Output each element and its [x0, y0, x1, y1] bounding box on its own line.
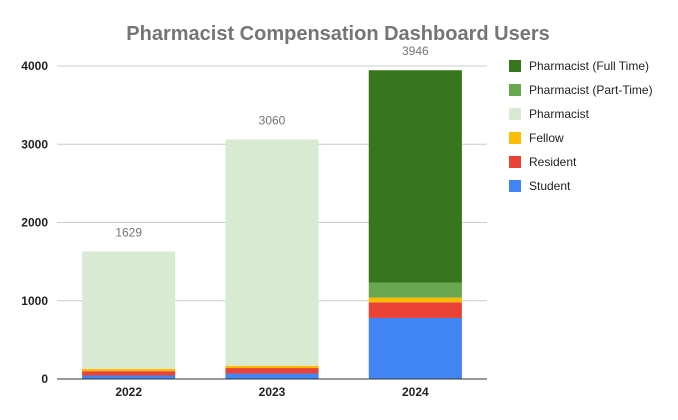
bar-segment-student-2024: [368, 317, 462, 379]
bars: [82, 70, 462, 379]
legend-label-pharmacist: Pharmacist: [529, 107, 590, 121]
bar-segment-pharmacist-2022: [82, 251, 176, 369]
legend-swatch-pharmacist-part-time: [509, 84, 521, 96]
legend-swatch-student: [509, 180, 521, 192]
y-axis-ticks: 0 1000 2000 3000 4000: [21, 59, 48, 386]
legend-label-student: Student: [529, 179, 571, 193]
bar-segment-resident-2022: [82, 371, 176, 376]
legend: Pharmacist (Full Time) Pharmacist (Part-T…: [509, 59, 653, 193]
total-label-2023: 3060: [259, 114, 286, 128]
bar-segment-student-2023: [225, 373, 319, 379]
legend-label-fellow: Fellow: [529, 131, 564, 145]
chart-title: Pharmacist Compensation Dashboard Users: [126, 23, 549, 45]
x-tick-label-2022: 2022: [115, 385, 142, 399]
total-labels: 1629 3060 3946: [115, 44, 429, 239]
legend-swatch-pharmacist: [509, 108, 521, 120]
y-tick-label: 1000: [21, 294, 48, 308]
bar-segment-fellow-2022: [82, 368, 176, 372]
bar-segment-pharmacist-2023: [225, 139, 319, 366]
bar-segment-fellow-2024: [368, 297, 462, 303]
total-label-2022: 1629: [115, 226, 142, 240]
bar-segment-resident-2023: [225, 368, 319, 374]
y-tick-label: 2000: [21, 216, 48, 230]
legend-swatch-pharmacist-full-time: [509, 60, 521, 72]
bar-segment-student-2022: [82, 375, 176, 379]
total-label-2024: 3946: [402, 44, 429, 58]
x-tick-label-2024: 2024: [402, 385, 429, 399]
y-tick-label: 0: [41, 372, 48, 386]
bar-segment-resident-2024: [368, 302, 462, 318]
legend-label-resident: Resident: [529, 155, 577, 169]
legend-swatch-resident: [509, 156, 521, 168]
bar-segment-pharmacist-full-time-2024: [368, 70, 462, 283]
y-tick-label: 4000: [21, 59, 48, 73]
bar-segment-fellow-2023: [225, 365, 319, 369]
x-axis-ticks: 2022 2023 2024: [115, 385, 429, 399]
bar-segment-pharmacist-part-time-2024: [368, 282, 462, 298]
legend-swatch-fellow: [509, 132, 521, 144]
legend-label-pharmacist-full-time: Pharmacist (Full Time): [529, 59, 649, 73]
x-tick-label-2023: 2023: [259, 385, 286, 399]
y-tick-label: 3000: [21, 137, 48, 151]
legend-label-pharmacist-part-time: Pharmacist (Part-Time): [529, 83, 653, 97]
